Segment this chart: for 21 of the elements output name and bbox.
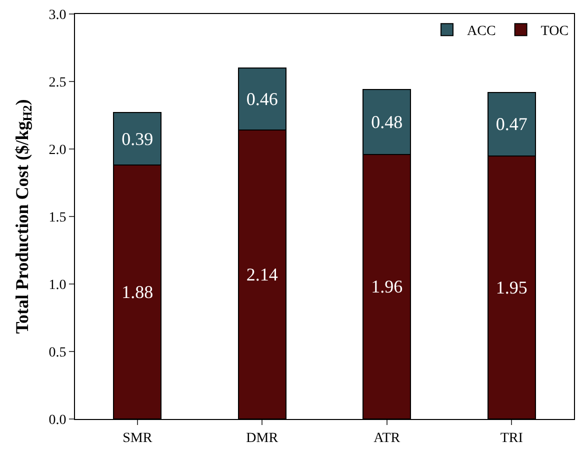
- y-tick-label: 3.0: [48, 8, 66, 23]
- y-tick-label: 2.5: [48, 75, 66, 90]
- y-tick-label: 0.5: [48, 345, 66, 360]
- data-label: 0.48: [371, 112, 403, 132]
- y-tick-label: 1.5: [48, 210, 66, 226]
- legend-label: TOC: [540, 24, 569, 40]
- x-tick-label: DMR: [246, 430, 279, 446]
- data-label: 0.47: [496, 114, 528, 134]
- data-label: 1.88: [122, 282, 154, 302]
- x-tick-label: TRI: [500, 430, 524, 446]
- legend-label: ACC: [467, 24, 496, 40]
- data-label: 1.96: [371, 276, 403, 297]
- data-label: 2.14: [246, 264, 278, 285]
- data-label: 0.39: [122, 128, 154, 149]
- data-label: 1.95: [496, 277, 528, 298]
- y-tick-label: 1.0: [48, 278, 66, 293]
- data-label: 0.46: [246, 89, 278, 110]
- x-tick-label: ATR: [374, 430, 401, 446]
- x-tick-label: SMR: [122, 430, 153, 446]
- y-tick-label: 0.0: [48, 412, 66, 428]
- y-tick-label: 2.0: [48, 142, 66, 158]
